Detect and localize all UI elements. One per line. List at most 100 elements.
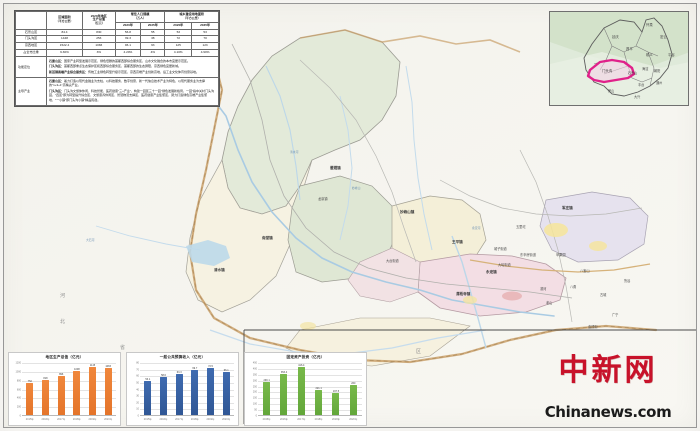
y-axis-budget: 0 10 20 30 40 50 60 70 80	[127, 361, 140, 418]
bar-value: 896	[59, 373, 64, 377]
map-label-qu: 区	[416, 349, 424, 355]
cell-pop-2035: 93	[140, 42, 166, 51]
bar	[280, 374, 288, 416]
map-label-babaoshan: 八宝山	[580, 269, 590, 273]
bar	[104, 368, 112, 416]
cell-gdp: 253	[81, 35, 116, 44]
th-pop-2020: 2020年	[114, 21, 142, 30]
inset-locator-map: 怀柔 延庆 密云 昌平 顺义 平谷 门头沟 石景山 海淀 朝阳 通州 丰台 大兴…	[549, 11, 689, 106]
x-tick: 2017年	[297, 418, 306, 421]
y-tick: 200	[16, 405, 21, 409]
bar	[222, 372, 230, 416]
th-urban-land: 城乡建设用地面积 （平方公里）	[164, 11, 219, 23]
bar-value: 290.1	[263, 378, 270, 382]
chart-title: 地区生产总值（亿元）	[45, 355, 84, 359]
inset-label-daxing: 大兴	[634, 94, 641, 99]
bar	[349, 385, 357, 416]
note-text: 门头沟文旅体休闲、科技智能、医药健康"三+产业"，构建一园区三十一园"绿色发展新…	[49, 88, 215, 102]
note-bold: 石景山区：	[49, 58, 65, 63]
map-label-jindingjie: 金顶街	[588, 325, 598, 329]
map-label-tanzhesi: 潭柘寺镇	[456, 292, 471, 296]
th-area: 区域面积 （平方公里）	[46, 11, 83, 30]
x-tick: 2018年	[314, 418, 323, 421]
bar-value: 197.5	[332, 389, 340, 393]
bar	[160, 377, 167, 416]
map-label-river-dashi: 大石河	[86, 238, 95, 242]
bar-value: 66.1	[223, 369, 229, 373]
cell-land-2020: 125	[164, 42, 193, 51]
plot-area-gdp: 752 818 896 1008 1115 1083	[22, 363, 116, 416]
bar-value: 221.1	[315, 386, 322, 390]
th-area-unit: （平方公里）	[55, 19, 74, 24]
note-body-positioning: 石景山区：国家产业转型发展示范区，绿色低碳的首都西部综合服务区，山水文化融合的本…	[46, 56, 219, 78]
row-label-shijingshan: 石景山区	[15, 28, 47, 37]
y-tick: 250	[252, 385, 257, 389]
table-row: 占全市比重 9.30% 3% 4.20% 4% 4.10% 4.90%	[15, 49, 219, 58]
inset-label-miyun: 密云	[660, 34, 667, 39]
inset-label-mentougou: 门头沟	[602, 68, 613, 73]
row-label-jingxi: 京西地区	[15, 42, 47, 51]
y-tick: 400	[252, 367, 257, 371]
map-label-junzhuang: 军庄镇	[562, 206, 573, 210]
bar-group: 353.4	[275, 363, 292, 416]
river-branch-2	[405, 65, 433, 251]
note-paragraph: 石景山区：国家产业转型发展示范区，绿色低碳的首都西部综合服务区，山水文化融合的本…	[49, 59, 216, 63]
inset-label-pinggu: 平谷	[668, 52, 675, 57]
map-label-he: 河	[60, 293, 68, 299]
cell-gdp: 830	[81, 28, 116, 37]
note-text: 着力打造以现代金融业为支柱，以科技服务、数字创意、新一代信息技术产业为特色，以现…	[49, 79, 206, 88]
map-label-laoshan: 老山	[546, 301, 553, 305]
note-paragraph: 门头沟区：门头沟文旅体休闲、科技智能、医药健康"三+产业"，构建一园区三十一园"…	[49, 89, 216, 102]
y-tick: 80	[136, 361, 139, 365]
x-tick: 2017年	[175, 418, 184, 421]
inset-label-changping: 昌平	[626, 47, 633, 51]
y-tick: 1200	[15, 361, 21, 365]
y-tick: 0	[19, 414, 21, 418]
road-main-3	[439, 179, 643, 217]
bar	[207, 367, 215, 416]
th-land-2035: 2035年	[191, 21, 219, 30]
map-label-datai: 大台街道	[386, 259, 399, 263]
road-expressway	[469, 259, 651, 273]
note-bold: 门头沟区：	[49, 88, 65, 93]
y-tick: 300	[252, 379, 257, 383]
bars-budget: 53.1 58.6 63.3 69.7 72.5 66.1	[140, 363, 234, 416]
th-pop-2035: 2035年	[140, 21, 166, 30]
bar	[297, 366, 305, 416]
x-axis-investment: 2015年 2016年 2017年 2018年 2019年 2020年	[258, 416, 362, 425]
y-tick: 400	[16, 396, 21, 400]
map-label-binhe: 滨河	[540, 287, 547, 291]
map-label-chengzi: 城子街道	[494, 247, 507, 251]
bar-group: 260	[345, 363, 362, 416]
th-gdp-unit: （亿元）	[93, 21, 105, 26]
urban-core-red	[502, 291, 522, 301]
chart-fixed-investment: 固定资产投资（亿元） 0 50 100 150 200 250 300 350 …	[244, 352, 367, 426]
province-boundary-inner	[139, 43, 657, 363]
bar-value: 53.1	[145, 377, 151, 381]
x-axis-budget: 2015年 2016年 2017年 2018年 2019年 2020年	[140, 416, 234, 425]
chart-title: 固定资产投资（亿元）	[286, 355, 325, 359]
x-tick: 2020年	[349, 418, 358, 421]
x-axis-gdp: 2015年 2016年 2017年 2018年 2019年 2020年	[22, 416, 116, 425]
map-label-guangning: 广宁	[612, 313, 619, 317]
th-gdp-text2: 生产总值	[92, 17, 106, 22]
note-key-positioning: 功能定位	[15, 56, 47, 78]
chart-budget-revenue: 一般公共预算收入（亿元） 0 10 20 30 40 50 60 70 80	[126, 352, 239, 426]
bar	[332, 392, 340, 416]
th-land-unit: （平方公里）	[183, 15, 201, 20]
river-qingshui	[265, 65, 301, 201]
chart-title: 一般公共预算收入（亿元）	[159, 355, 206, 359]
bar-value: 260	[351, 382, 356, 386]
y-tick: 1000	[15, 370, 21, 374]
cell-pop-2035: 38	[140, 35, 166, 44]
region-lavender-east	[539, 191, 649, 263]
cell-pop-2035: 4%	[140, 49, 166, 58]
note-text: 首都西部重点生态保护区和西部综合服务区，首都西部的生态屏障，京西绿色宜居新城。	[64, 64, 182, 69]
bar	[175, 374, 183, 416]
statistics-table: 区域面积 （平方公里） 2020年地区 生产总值 （亿元） 常住人口规模 （万人…	[14, 10, 220, 107]
north-boundary	[299, 29, 521, 53]
inset-label-chaoyang: 朝阳	[654, 68, 660, 73]
cell-pop-2020: 56.8	[114, 28, 142, 37]
y-axis-gdp: 0 200 400 600 800 1000 1200	[9, 361, 22, 418]
